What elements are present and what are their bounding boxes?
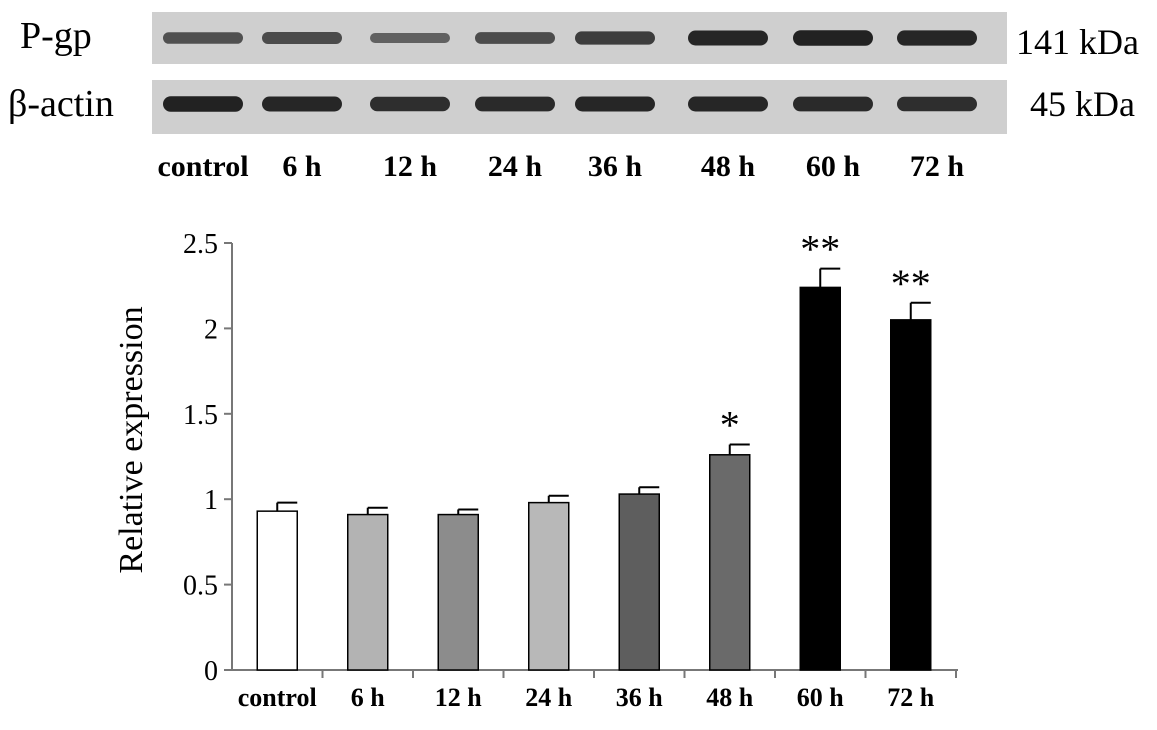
blot-band	[262, 32, 342, 44]
significance-marker: **	[891, 261, 931, 306]
blot-lane-label: 12 h	[383, 150, 438, 183]
blot-band	[163, 96, 243, 112]
y-axis-ticks: 0 0.5 1 1.5 2 2.5	[183, 229, 232, 687]
y-tick-label: 2	[204, 314, 218, 345]
blot-band	[370, 33, 450, 43]
x-axis-ticks: control 6 h 12 h 24 h 36 h 48 h 60 h 72 h	[238, 670, 957, 712]
y-tick-label: 1.5	[183, 400, 218, 431]
y-tick-label: 0.5	[183, 571, 218, 602]
x-tick-label: 6 h	[351, 683, 386, 712]
blot-size-pgp: 141 kDa	[1016, 22, 1139, 62]
y-axis-title: Relative expression	[113, 306, 150, 573]
x-tick-label: 72 h	[887, 683, 935, 712]
blot-band	[475, 96, 555, 112]
blot-band	[793, 96, 873, 112]
y-tick-label: 1	[204, 485, 218, 516]
blot-lane-label: 72 h	[910, 150, 965, 183]
significance-marker: *	[720, 403, 740, 448]
bar	[437, 513, 479, 671]
x-tick-label: 48 h	[706, 683, 754, 712]
blot-lane-label: 6 h	[282, 150, 322, 183]
blot-lane-labels: control 6 h 12 h 24 h 36 h 48 h 60 h 72 h	[157, 150, 964, 183]
y-tick-label: 2.5	[183, 229, 218, 260]
blot-band	[688, 96, 768, 112]
blot-lane-label: 36 h	[588, 150, 643, 183]
bar-chart: Relative expression 0 0.5 1 1.5 2 2.5 control…	[113, 227, 958, 712]
bars: *****	[256, 227, 932, 671]
western-blot: P-gp β-actin 141 kDa 45 kDa control 6 h 12…	[8, 12, 1139, 183]
bar	[256, 510, 298, 671]
significance-marker: **	[800, 227, 840, 272]
bar	[890, 319, 932, 671]
blot-lane-label: 24 h	[488, 150, 543, 183]
bar	[618, 493, 660, 671]
blot-lane-label: 48 h	[701, 150, 756, 183]
blot-band	[575, 31, 655, 45]
x-tick-label: 36 h	[616, 683, 664, 712]
bands-actin	[163, 96, 977, 112]
blot-band	[897, 96, 977, 112]
blot-band	[688, 30, 768, 46]
bar	[528, 501, 570, 671]
y-tick-label: 0	[204, 656, 218, 687]
bands-pgp	[163, 30, 977, 46]
blot-band	[163, 32, 243, 44]
x-tick-label: 60 h	[797, 683, 845, 712]
blot-band	[262, 96, 342, 112]
x-tick-label: control	[238, 683, 317, 712]
x-tick-label: 24 h	[525, 683, 573, 712]
x-tick-label: 12 h	[435, 683, 483, 712]
blot-band	[793, 30, 873, 46]
blot-band	[897, 30, 977, 46]
blot-lane-label: control	[157, 150, 248, 183]
blot-band	[575, 96, 655, 112]
bar	[709, 454, 751, 671]
blot-row-label-pgp: P-gp	[20, 15, 92, 57]
bar	[799, 286, 841, 671]
blot-band	[475, 32, 555, 44]
blot-size-actin: 45 kDa	[1030, 84, 1135, 124]
blot-band	[370, 96, 450, 112]
blot-lane-label: 60 h	[806, 150, 861, 183]
blot-row-label-actin: β-actin	[8, 83, 114, 125]
bar	[347, 513, 389, 671]
